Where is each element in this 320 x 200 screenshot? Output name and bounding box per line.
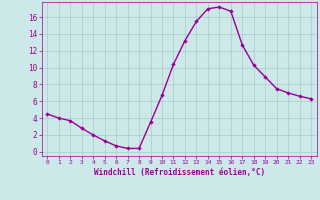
- X-axis label: Windchill (Refroidissement éolien,°C): Windchill (Refroidissement éolien,°C): [94, 168, 265, 177]
